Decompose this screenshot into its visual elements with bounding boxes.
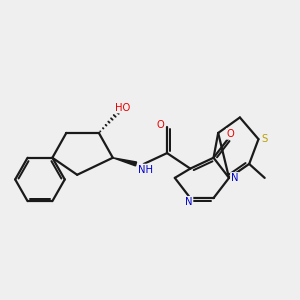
Text: O: O — [227, 129, 235, 139]
Text: N: N — [185, 197, 193, 207]
Text: S: S — [261, 134, 267, 144]
Polygon shape — [113, 158, 136, 166]
Text: NH: NH — [138, 164, 153, 175]
Text: O: O — [156, 120, 164, 130]
Text: N: N — [231, 173, 238, 183]
Text: HO: HO — [115, 103, 130, 112]
